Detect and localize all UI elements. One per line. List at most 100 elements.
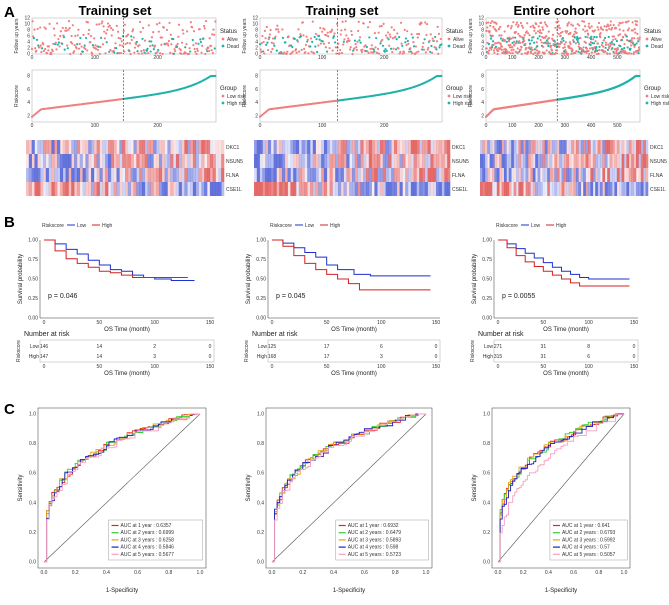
alive-point <box>414 52 417 55</box>
heatmap-cell <box>326 154 330 168</box>
km-xtick: 0 <box>43 320 46 326</box>
heatmap-cell <box>600 154 603 168</box>
alive-point <box>214 20 217 23</box>
risk-low-count: 271 <box>494 344 503 350</box>
heatmap-cell <box>51 168 55 182</box>
heatmap-cell <box>484 140 488 154</box>
alive-point <box>548 42 551 45</box>
heatmap-cell <box>371 140 375 154</box>
heatmap-cell <box>506 140 510 154</box>
heatmap-cell <box>619 168 622 182</box>
followup-xtick: 400 <box>587 55 596 61</box>
roc-legend-label: AUC at 1 year : 0.6932 <box>348 523 399 529</box>
roc-yaxis-label: Sensitivity <box>246 474 252 501</box>
heatmap-cell <box>26 140 30 154</box>
risk-high-count: 147 <box>40 354 49 360</box>
alive-point <box>213 33 216 36</box>
alive-point <box>162 26 165 29</box>
heatmap-cell <box>262 182 266 196</box>
alive-point <box>45 52 49 55</box>
heatmap-cell <box>71 140 75 154</box>
alive-point <box>177 35 180 38</box>
alive-point <box>311 20 314 23</box>
dead-point <box>105 41 108 44</box>
heatmap-cell <box>312 140 316 154</box>
heatmap-cell <box>147 182 151 196</box>
heatmap-cell <box>338 168 342 182</box>
alive-point <box>499 25 502 28</box>
dead-point <box>35 38 39 41</box>
roc-legend-label: AUC at 2 years : 0.6999 <box>121 530 175 536</box>
heatmap-cell <box>631 154 634 168</box>
alive-point <box>70 34 73 38</box>
alive-point <box>144 52 147 55</box>
km-high-curve <box>498 239 630 287</box>
heatmap-cell <box>147 154 151 168</box>
alive-point <box>547 36 551 40</box>
heatmap-cell <box>31 140 35 154</box>
heatmap-cell <box>122 168 126 182</box>
alive-point <box>414 45 418 48</box>
alive-point <box>634 31 637 34</box>
heatmap-cell <box>547 168 550 182</box>
heatmap-cell <box>430 168 434 182</box>
heatmap-cell <box>525 182 529 196</box>
km-ytick: 0.00 <box>28 316 38 322</box>
heatmap-cell <box>99 182 103 196</box>
dead-point <box>404 37 408 40</box>
heatmap-cell <box>318 154 322 168</box>
heatmap-cell <box>612 168 615 182</box>
heatmap-cell <box>399 168 403 182</box>
heatmap-cell <box>511 168 514 182</box>
alive-point <box>485 29 488 32</box>
alive-point <box>526 22 529 25</box>
alive-point <box>635 49 638 53</box>
heatmap-cell <box>396 182 400 196</box>
alive-point <box>492 25 495 28</box>
heatmap-cell <box>585 182 589 196</box>
alive-point <box>58 45 61 48</box>
heatmap-cell <box>371 182 375 196</box>
alive-point <box>369 47 372 50</box>
heatmap-cell <box>187 154 191 168</box>
alive-point <box>138 44 141 47</box>
heatmap-cell <box>547 154 550 168</box>
heatmap-cell <box>571 182 574 196</box>
heatmap-cell <box>37 168 41 182</box>
alive-point <box>208 37 211 40</box>
heatmap-cell <box>631 168 634 182</box>
alive-point <box>593 46 596 49</box>
alive-point <box>179 49 182 52</box>
alive-point <box>361 48 364 51</box>
heatmap-cell <box>91 182 95 196</box>
heatmap-cell <box>520 140 524 154</box>
dead-point <box>594 50 597 53</box>
alive-point <box>596 42 600 45</box>
alive-point <box>407 50 411 53</box>
alive-point <box>636 37 639 40</box>
heatmap-cell <box>549 168 553 182</box>
heatmap-cell <box>207 154 211 168</box>
heatmap-cell <box>268 168 272 182</box>
heatmap-cell <box>441 154 445 168</box>
heatmap-cell <box>181 154 185 168</box>
heatmap-cell <box>640 182 644 196</box>
alive-point <box>341 20 344 23</box>
alive-point <box>554 51 558 55</box>
heatmap-cell <box>209 182 213 196</box>
alive-point <box>631 37 634 40</box>
dead-point <box>316 50 319 54</box>
alive-point <box>529 25 532 28</box>
roc-xaxis-label: 1-Specificity <box>333 588 365 594</box>
dead-point <box>284 41 287 44</box>
heatmap-cell <box>492 168 495 182</box>
dead-point <box>394 48 398 51</box>
alive-point <box>410 33 413 36</box>
alive-point <box>520 24 524 27</box>
risk-high-count: 14 <box>97 354 103 360</box>
heatmap-cell <box>82 168 86 182</box>
dead-point <box>306 40 309 43</box>
alive-legend-label: Alive <box>651 37 662 43</box>
risk-xtick: 400 <box>587 123 596 129</box>
alive-point <box>69 52 72 56</box>
